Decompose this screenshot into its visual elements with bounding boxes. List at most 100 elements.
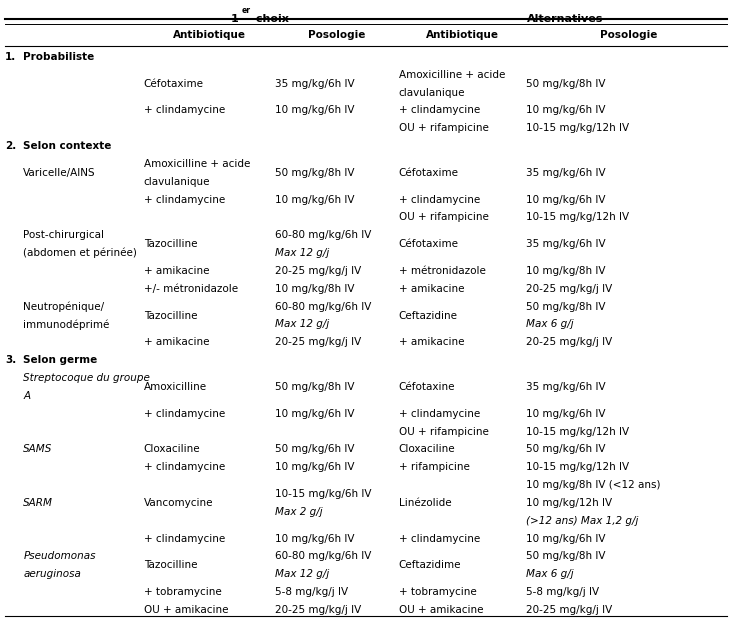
Text: Cloxaciline: Cloxaciline bbox=[399, 444, 455, 454]
Text: + amikacine: + amikacine bbox=[399, 284, 464, 294]
Text: 60-80 mg/kg/6h IV: 60-80 mg/kg/6h IV bbox=[274, 301, 371, 312]
Text: + clindamycine: + clindamycine bbox=[143, 195, 225, 205]
Text: + clindamycine: + clindamycine bbox=[399, 106, 480, 115]
Text: OU + rifampicine: OU + rifampicine bbox=[399, 426, 489, 436]
Text: 50 mg/kg/6h IV: 50 mg/kg/6h IV bbox=[526, 444, 606, 454]
Text: Max 12 g/j: Max 12 g/j bbox=[274, 319, 329, 330]
Text: (>12 ans) Max 1,2 g/j: (>12 ans) Max 1,2 g/j bbox=[526, 516, 639, 525]
Text: 10 mg/kg/6h IV: 10 mg/kg/6h IV bbox=[526, 409, 606, 419]
Text: Amoxicilline + acide: Amoxicilline + acide bbox=[399, 70, 505, 79]
Text: 50 mg/kg/8h IV: 50 mg/kg/8h IV bbox=[526, 301, 606, 312]
Text: 10-15 mg/kg/12h IV: 10-15 mg/kg/12h IV bbox=[526, 212, 630, 223]
Text: Amoxicilline: Amoxicilline bbox=[143, 382, 206, 392]
Text: 10 mg/kg/8h IV: 10 mg/kg/8h IV bbox=[274, 284, 354, 294]
Text: + amikacine: + amikacine bbox=[399, 337, 464, 348]
Text: 5-8 mg/kg/j IV: 5-8 mg/kg/j IV bbox=[274, 587, 348, 597]
Text: + clindamycine: + clindamycine bbox=[399, 195, 480, 205]
Text: Post-chirurgical: Post-chirurgical bbox=[23, 230, 104, 240]
Text: 5-8 mg/kg/j IV: 5-8 mg/kg/j IV bbox=[526, 587, 600, 597]
Text: 50 mg/kg/6h IV: 50 mg/kg/6h IV bbox=[274, 444, 354, 454]
Text: (abdomen et périnée): (abdomen et périnée) bbox=[23, 248, 137, 259]
Text: Tazocilline: Tazocilline bbox=[143, 561, 197, 570]
Text: 20-25 mg/kg/j IV: 20-25 mg/kg/j IV bbox=[526, 605, 613, 615]
Text: Posologie: Posologie bbox=[600, 30, 657, 40]
Text: 10 mg/kg/6h IV: 10 mg/kg/6h IV bbox=[274, 534, 354, 543]
Text: 20-25 mg/kg/j IV: 20-25 mg/kg/j IV bbox=[526, 337, 613, 348]
Text: Céfotaxime: Céfotaxime bbox=[399, 168, 459, 178]
Text: Selon contexte: Selon contexte bbox=[23, 141, 112, 151]
Text: choix: choix bbox=[253, 13, 289, 24]
Text: + tobramycine: + tobramycine bbox=[399, 587, 477, 597]
Text: Tazocilline: Tazocilline bbox=[143, 239, 197, 249]
Text: clavulanique: clavulanique bbox=[399, 88, 466, 97]
Text: Max 12 g/j: Max 12 g/j bbox=[274, 248, 329, 258]
Text: Cloxaciline: Cloxaciline bbox=[143, 444, 201, 454]
Text: + clindamycine: + clindamycine bbox=[143, 534, 225, 543]
Text: Antibiotique: Antibiotique bbox=[426, 30, 499, 40]
Text: Linézolide: Linézolide bbox=[399, 498, 452, 508]
Text: OU + amikacine: OU + amikacine bbox=[143, 605, 228, 615]
Text: 20-25 mg/kg/j IV: 20-25 mg/kg/j IV bbox=[526, 284, 613, 294]
Text: Varicelle/AINS: Varicelle/AINS bbox=[23, 168, 96, 178]
Text: 20-25 mg/kg/j IV: 20-25 mg/kg/j IV bbox=[274, 266, 361, 276]
Text: Max 2 g/j: Max 2 g/j bbox=[274, 507, 323, 517]
Text: Ceftazidime: Ceftazidime bbox=[399, 561, 461, 570]
Text: 1.: 1. bbox=[5, 52, 16, 62]
Text: Max 6 g/j: Max 6 g/j bbox=[526, 319, 574, 330]
Text: 10-15 mg/kg/12h IV: 10-15 mg/kg/12h IV bbox=[526, 426, 630, 436]
Text: 10 mg/kg/6h IV: 10 mg/kg/6h IV bbox=[274, 195, 354, 205]
Text: + clindamycine: + clindamycine bbox=[143, 462, 225, 472]
Text: + amikacine: + amikacine bbox=[143, 266, 209, 276]
Text: Ceftazidine: Ceftazidine bbox=[399, 310, 458, 321]
Text: 35 mg/kg/6h IV: 35 mg/kg/6h IV bbox=[274, 79, 354, 88]
Text: clavulanique: clavulanique bbox=[143, 177, 210, 187]
Text: 60-80 mg/kg/6h IV: 60-80 mg/kg/6h IV bbox=[274, 230, 371, 240]
Text: Céfotaxine: Céfotaxine bbox=[399, 382, 455, 392]
Text: 10 mg/kg/12h IV: 10 mg/kg/12h IV bbox=[526, 498, 613, 508]
Text: Selon germe: Selon germe bbox=[23, 355, 97, 365]
Text: Neutropénique/: Neutropénique/ bbox=[23, 301, 105, 312]
Text: 35 mg/kg/6h IV: 35 mg/kg/6h IV bbox=[526, 239, 606, 249]
Text: 20-25 mg/kg/j IV: 20-25 mg/kg/j IV bbox=[274, 605, 361, 615]
Text: + clindamycine: + clindamycine bbox=[399, 534, 480, 543]
Text: 50 mg/kg/8h IV: 50 mg/kg/8h IV bbox=[274, 168, 354, 178]
Text: + amikacine: + amikacine bbox=[143, 337, 209, 348]
Text: 10 mg/kg/6h IV: 10 mg/kg/6h IV bbox=[526, 195, 606, 205]
Text: Céfotaxime: Céfotaxime bbox=[399, 239, 459, 249]
Text: Céfotaxime: Céfotaxime bbox=[143, 79, 203, 88]
Text: 10 mg/kg/6h IV: 10 mg/kg/6h IV bbox=[274, 462, 354, 472]
Text: 2.: 2. bbox=[5, 141, 16, 151]
Text: immunodéprimé: immunodéprimé bbox=[23, 319, 110, 330]
Text: Amoxicilline + acide: Amoxicilline + acide bbox=[143, 159, 250, 169]
Text: + clindamycine: + clindamycine bbox=[143, 106, 225, 115]
Text: + métronidazole: + métronidazole bbox=[399, 266, 486, 276]
Text: er: er bbox=[242, 6, 251, 15]
Text: 35 mg/kg/6h IV: 35 mg/kg/6h IV bbox=[526, 168, 606, 178]
Text: Vancomycine: Vancomycine bbox=[143, 498, 213, 508]
Text: OU + amikacine: OU + amikacine bbox=[399, 605, 483, 615]
Text: OU + rifampicine: OU + rifampicine bbox=[399, 123, 489, 133]
Text: Streptocoque du groupe: Streptocoque du groupe bbox=[23, 373, 150, 383]
Text: 20-25 mg/kg/j IV: 20-25 mg/kg/j IV bbox=[274, 337, 361, 348]
Text: + rifampicine: + rifampicine bbox=[399, 462, 470, 472]
Text: 50 mg/kg/8h IV: 50 mg/kg/8h IV bbox=[526, 552, 606, 561]
Text: 50 mg/kg/8h IV: 50 mg/kg/8h IV bbox=[274, 382, 354, 392]
Text: 10-15 mg/kg/12h IV: 10-15 mg/kg/12h IV bbox=[526, 462, 630, 472]
Text: 10 mg/kg/8h IV (<12 ans): 10 mg/kg/8h IV (<12 ans) bbox=[526, 480, 661, 490]
Text: 10 mg/kg/6h IV: 10 mg/kg/6h IV bbox=[526, 106, 606, 115]
Text: 10-15 mg/kg/6h IV: 10-15 mg/kg/6h IV bbox=[274, 489, 371, 499]
Text: + clindamycine: + clindamycine bbox=[399, 409, 480, 419]
Text: Antibiotique: Antibiotique bbox=[173, 30, 246, 40]
Text: 35 mg/kg/6h IV: 35 mg/kg/6h IV bbox=[526, 382, 606, 392]
Text: 10 mg/kg/6h IV: 10 mg/kg/6h IV bbox=[526, 534, 606, 543]
Text: 3.: 3. bbox=[5, 355, 16, 365]
Text: 10 mg/kg/6h IV: 10 mg/kg/6h IV bbox=[274, 106, 354, 115]
Text: 60-80 mg/kg/6h IV: 60-80 mg/kg/6h IV bbox=[274, 552, 371, 561]
Text: Max 12 g/j: Max 12 g/j bbox=[274, 569, 329, 579]
Text: 1: 1 bbox=[231, 13, 239, 24]
Text: Max 6 g/j: Max 6 g/j bbox=[526, 569, 574, 579]
Text: 10 mg/kg/6h IV: 10 mg/kg/6h IV bbox=[274, 409, 354, 419]
Text: Posologie: Posologie bbox=[308, 30, 365, 40]
Text: Probabiliste: Probabiliste bbox=[23, 52, 94, 62]
Text: A: A bbox=[23, 391, 31, 401]
